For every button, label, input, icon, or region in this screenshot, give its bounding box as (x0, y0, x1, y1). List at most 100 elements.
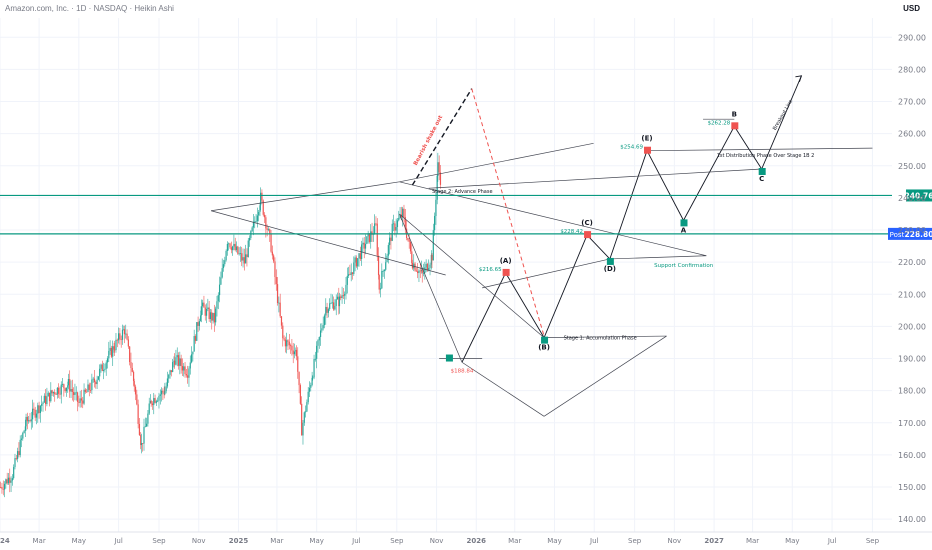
candle-body (235, 246, 238, 251)
advance-line (428, 168, 762, 189)
candle-body (134, 386, 137, 395)
candle-body (177, 355, 180, 366)
candle-body (325, 306, 327, 316)
y-axis: 140.00 150.00 160.00 170.00 180.00 190.00 200.… (898, 33, 926, 524)
candle-body (232, 246, 234, 251)
wave-segment (683, 126, 735, 221)
x-tick-label: Jul (351, 537, 361, 545)
candle-body (174, 360, 176, 365)
candle-body (295, 349, 298, 357)
y-tick-label: 180.00 (898, 387, 926, 396)
candle-body (159, 394, 161, 396)
candle-body (33, 408, 35, 410)
candle-body (345, 284, 347, 295)
candle-body (311, 377, 313, 385)
candle-body (224, 260, 226, 265)
candle-body (430, 254, 432, 265)
candle-body (110, 347, 113, 357)
chart-header-title: Amazon.com, Inc. · 1D · NASDAQ · Heikin … (5, 4, 174, 13)
candle-body (140, 434, 142, 446)
candle-body (202, 302, 204, 307)
candle-body (26, 416, 28, 422)
candle-body (302, 422, 304, 436)
x-tick-label: May (547, 537, 561, 545)
candle-body (334, 305, 336, 310)
candle-body (383, 269, 386, 271)
x-axis: 2024 Mar May Jul Sep Nov 2025 Mar May Jul Sep Nov 20… (0, 531, 932, 545)
candle-body (327, 309, 329, 313)
candle-body (119, 333, 121, 340)
x-tick-label: 2026 (467, 537, 487, 545)
candle-body (172, 362, 174, 373)
candle-body (149, 400, 152, 404)
candle-body (123, 329, 125, 331)
candle-body (200, 306, 202, 316)
candle-body (83, 389, 85, 404)
candle-body (132, 371, 135, 382)
candle-body (409, 241, 412, 252)
candle-body (78, 401, 80, 403)
candle-body (48, 392, 51, 402)
candle-body (100, 364, 102, 369)
wave-segment (461, 272, 507, 363)
y-tick-label: 290.00 (898, 33, 926, 42)
candle-body (433, 216, 436, 231)
candle-body (55, 394, 57, 395)
candle-body (76, 392, 79, 402)
y-tick-label: 150.00 (898, 483, 926, 492)
triangle-line (399, 213, 545, 338)
candle-body (95, 382, 97, 385)
candle-body (379, 288, 382, 290)
candle-body (226, 243, 228, 252)
candle-body (146, 423, 148, 427)
accumulation-line (544, 335, 667, 338)
candle-body (364, 243, 367, 249)
candle-body (420, 269, 423, 272)
candle-body (10, 480, 12, 483)
x-tick-label: Sep (866, 537, 880, 545)
candle-body (176, 355, 178, 358)
y-tick-label: 200.00 (898, 322, 926, 331)
candle-body (130, 362, 132, 368)
candle-body (3, 483, 6, 490)
candle-body (398, 217, 400, 221)
wave-label: C (759, 175, 764, 183)
candle-body (241, 253, 243, 261)
wave-box (731, 122, 739, 130)
candle-body (51, 390, 53, 394)
x-tick-label: Sep (152, 537, 166, 545)
x-tick-label: Sep (390, 537, 404, 545)
triangle-line (461, 361, 545, 417)
candle-body (326, 306, 328, 313)
wave-price-label: $254.69 (620, 145, 643, 151)
y-tick-label: 240.00 (898, 194, 926, 203)
candle-body (215, 308, 217, 323)
wave-label: (D) (604, 265, 616, 273)
distribution-label: 1st Distribution Phase Over Stage 1B 2 (717, 153, 815, 159)
candle-body (370, 231, 372, 242)
candle-body (242, 257, 244, 261)
candle-body (151, 403, 154, 406)
candle-body (374, 223, 376, 234)
candle-body (23, 430, 25, 434)
candle-body (431, 254, 433, 261)
candle-body (292, 350, 294, 355)
y-tick-label: 160.00 (898, 451, 926, 460)
candle-body (147, 413, 149, 424)
candle-body (143, 426, 145, 444)
drawing-layer (211, 75, 873, 417)
candle-body (261, 192, 263, 201)
candle-body (93, 378, 96, 383)
candle-body (63, 384, 65, 389)
candle-body (164, 391, 166, 395)
red-dashed-line (471, 88, 545, 337)
candle-body (136, 394, 138, 405)
candle-body (358, 253, 360, 259)
candle-body (304, 411, 307, 413)
candle-body (318, 337, 320, 341)
candle-body (96, 379, 98, 385)
candle-body (366, 236, 368, 244)
candle-body (310, 384, 312, 388)
candle-body (354, 257, 356, 263)
